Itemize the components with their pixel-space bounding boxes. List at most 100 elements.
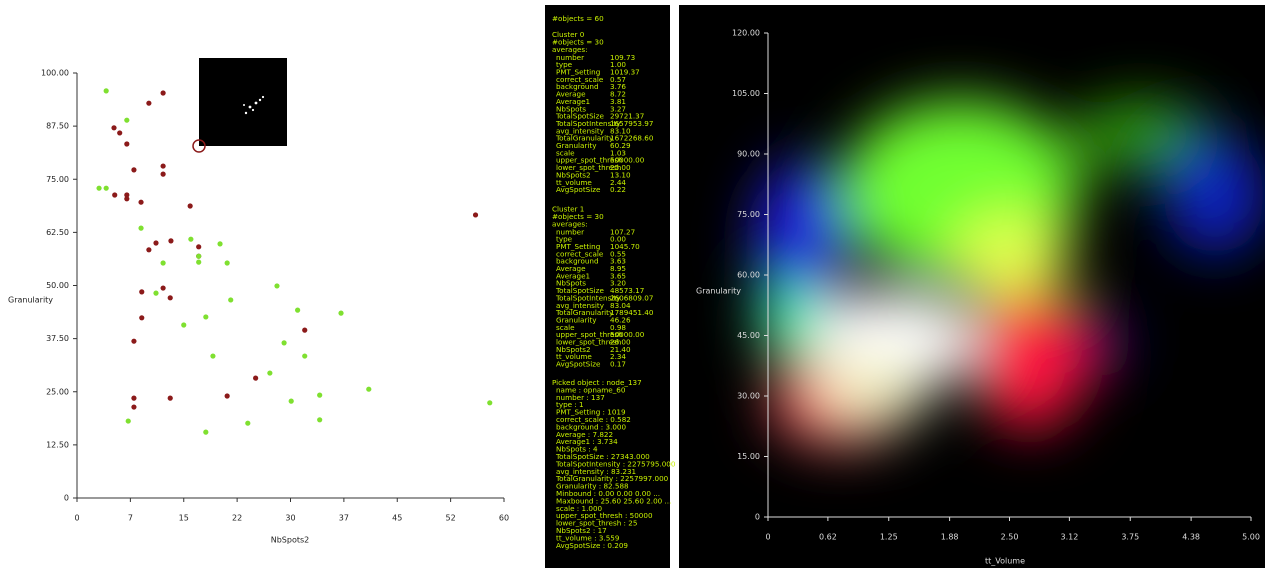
point — [160, 260, 166, 266]
row-value: 3.20 — [610, 279, 626, 288]
row-key: avg_intensity — [556, 126, 605, 135]
x-tick-label: 3.12 — [1060, 533, 1078, 542]
row-value: 107.27 — [610, 227, 635, 236]
row-key: number — [556, 53, 584, 62]
y-tick-label: 0 — [64, 494, 69, 503]
x-tick-label: 30 — [285, 514, 295, 523]
point — [317, 392, 323, 398]
y-tick-label: 25.00 — [46, 387, 69, 396]
row-value: 50000.00 — [610, 156, 645, 165]
point — [111, 125, 117, 131]
x-tick-label: 0 — [765, 533, 770, 542]
point — [117, 130, 123, 136]
row-key: tt_volume — [556, 178, 592, 187]
row-value: 29721.37 — [610, 112, 644, 121]
picked-line: Average1 : 3.734 — [556, 437, 618, 446]
y-tick-label: 50.00 — [46, 281, 69, 290]
point — [124, 141, 130, 147]
cluster-name: Cluster 0 — [552, 30, 585, 39]
y-tick-label: 0 — [755, 513, 760, 522]
cluster-count: #objects = 30 — [552, 212, 604, 221]
row-value: 21.40 — [610, 345, 631, 354]
row-key: lower_spot_thresh — [556, 163, 621, 172]
point — [224, 393, 230, 399]
point — [138, 199, 144, 205]
point — [196, 253, 202, 259]
row-key: TotalSpotIntensity — [555, 293, 621, 302]
row-key: Average — [556, 264, 586, 273]
x-tick-label: 22 — [232, 514, 242, 523]
row-key: Average — [556, 90, 586, 99]
row-key: background — [556, 82, 599, 91]
y-tick-label: 120.00 — [732, 29, 760, 38]
x-tick-label: 2.50 — [1001, 533, 1019, 542]
row-value: 1789451.40 — [610, 308, 654, 317]
row-key: Granularity — [556, 141, 597, 150]
row-value: 0.22 — [610, 185, 626, 194]
point — [210, 353, 216, 359]
point — [160, 285, 166, 291]
y-tick-label: 75.00 — [737, 210, 760, 219]
row-value: 1045.70 — [610, 242, 640, 251]
point — [131, 395, 137, 401]
row-value: 60.29 — [610, 141, 631, 150]
picked-ring — [192, 139, 206, 153]
point — [267, 370, 273, 376]
picked-line: NbSpots2 : 17 — [556, 526, 607, 535]
point — [131, 167, 137, 173]
cluster-averages: averages: — [552, 45, 588, 54]
picked-line: Average : 7.822 — [556, 430, 613, 439]
point — [196, 259, 202, 265]
x-tick-label: 3.75 — [1121, 533, 1139, 542]
row-value: 0.55 — [610, 249, 626, 258]
row-value: 3.63 — [610, 257, 626, 266]
point — [124, 196, 130, 202]
row-key: tt_volume — [556, 352, 592, 361]
point — [472, 212, 479, 218]
x-tick-label: 52 — [446, 514, 456, 523]
row-value: 83.10 — [610, 126, 631, 135]
point — [160, 163, 166, 169]
row-value: 48573.17 — [610, 286, 644, 295]
row-value: 1672268.60 — [610, 134, 654, 143]
y-tick-label: 62.50 — [46, 228, 69, 237]
row-value: 8.95 — [610, 264, 626, 273]
point — [146, 100, 152, 106]
point — [131, 404, 137, 410]
row-key: AvgSpotSize — [556, 185, 601, 194]
x-tick-label: 60 — [499, 514, 509, 523]
row-key: TotalGranularity — [555, 134, 614, 143]
point — [124, 117, 130, 123]
point — [487, 400, 493, 406]
row-key: TotalSpotSize — [555, 286, 604, 295]
picked-line: lower_spot_thresh : 25 — [556, 519, 637, 528]
y-tick-label: 90.00 — [737, 150, 760, 159]
picked-line: number : 137 — [556, 393, 605, 402]
picked-line: NbSpots : 4 — [556, 445, 598, 454]
cluster-name: Cluster 1 — [552, 204, 584, 213]
point — [196, 244, 202, 250]
point — [181, 322, 187, 328]
row-key: background — [556, 257, 599, 266]
row-key: type — [556, 60, 573, 69]
row-value: 3.27 — [610, 104, 626, 113]
point — [245, 420, 251, 426]
point — [281, 340, 287, 346]
row-value: 1657953.97 — [610, 119, 653, 128]
point — [217, 241, 223, 247]
y-tick-label: 105.00 — [732, 89, 760, 98]
row-key: upper_spot_thresh — [556, 156, 623, 165]
row-key: avg_intensity — [556, 301, 605, 310]
picked-line: TotalSpotIntensity : 2275795.000 — [555, 459, 676, 468]
row-key: correct_scale — [556, 249, 604, 258]
picked-line: background : 3.000 — [556, 422, 627, 431]
point — [274, 283, 280, 289]
row-value: 109.73 — [610, 53, 635, 62]
row-key: AvgSpotSize — [556, 360, 601, 369]
density-chart: 0 15.00 30.00 45.00 60.00 75.00 90.00 105.00 120… — [696, 29, 1260, 566]
x-tick-label: 4.38 — [1182, 533, 1200, 542]
row-key: lower_spot_thresh — [556, 338, 621, 347]
y-tick-label: 100.00 — [41, 69, 69, 78]
